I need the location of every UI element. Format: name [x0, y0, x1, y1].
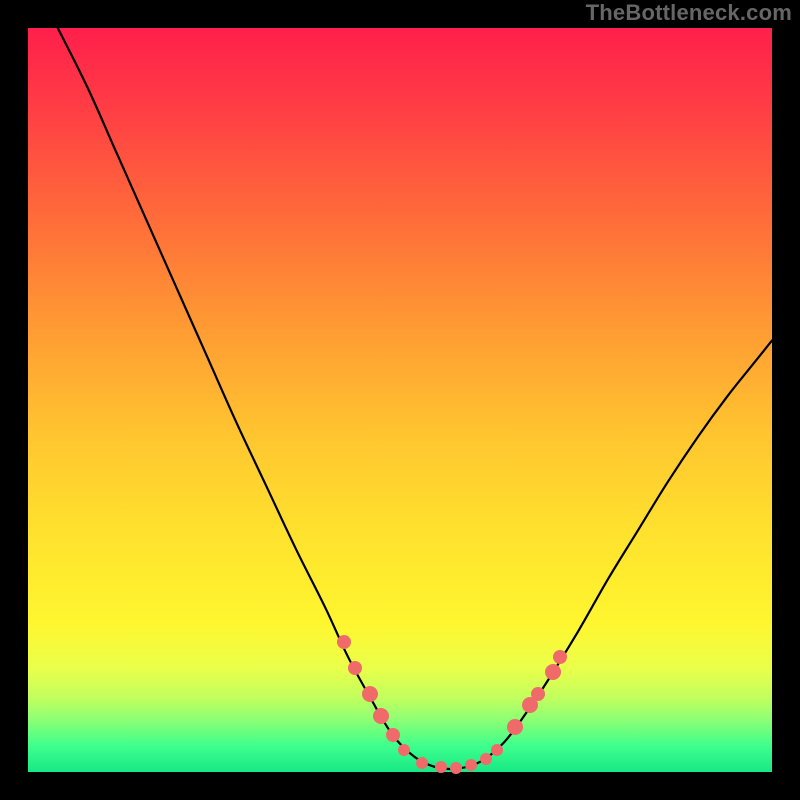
- data-marker: [531, 687, 545, 701]
- data-marker: [398, 744, 410, 756]
- data-marker: [465, 759, 477, 771]
- data-marker: [416, 757, 428, 769]
- data-marker: [435, 761, 447, 773]
- watermark-text: TheBottleneck.com: [586, 0, 792, 26]
- data-marker: [348, 661, 362, 675]
- plot-area: [28, 28, 772, 772]
- data-marker: [545, 664, 561, 680]
- data-marker: [386, 728, 400, 742]
- data-marker: [337, 635, 351, 649]
- data-marker: [507, 719, 523, 735]
- chart-frame: TheBottleneck.com: [0, 0, 800, 800]
- data-marker: [373, 708, 389, 724]
- data-marker: [553, 650, 567, 664]
- data-marker: [480, 753, 492, 765]
- data-marker: [450, 762, 462, 774]
- data-marker: [491, 744, 503, 756]
- data-marker: [362, 686, 378, 702]
- marker-layer: [28, 28, 772, 772]
